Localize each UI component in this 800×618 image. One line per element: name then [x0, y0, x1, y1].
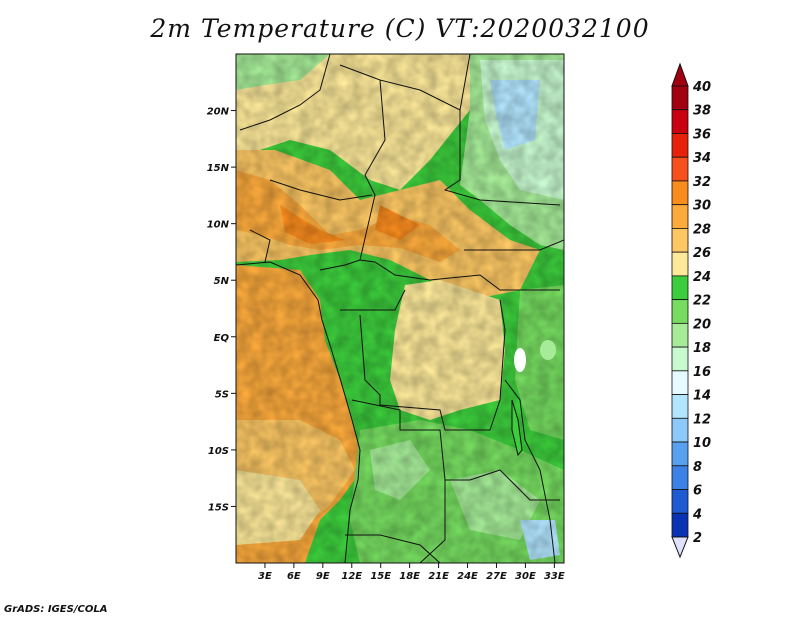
colorbar-swatch [671, 156, 689, 182]
colorbar-label: 10 [693, 436, 711, 451]
colorbar-swatch [671, 394, 689, 419]
lon-tick-label: 21E [428, 571, 449, 582]
colorbar-bottom-arrow [671, 536, 689, 559]
lake-albert [514, 348, 526, 372]
lon-tick-label: 9E [316, 571, 330, 582]
colorbar-swatch [671, 465, 689, 490]
longitude-axis: 3E 6E 9E 12E 15E 18E 21E 24E 27E 30E 33E [258, 563, 565, 582]
colorbar-swatch [671, 346, 689, 372]
lat-tick-label: 10N [207, 220, 230, 231]
border-14 [464, 239, 564, 251]
lake-victoria [540, 340, 556, 360]
lat-tick-label: 20N [207, 107, 230, 118]
border-10 [351, 399, 446, 563]
lon-tick-label: 24E [457, 571, 478, 582]
colorbar-swatch [671, 489, 689, 514]
colorbar-label: 8 [693, 460, 702, 475]
colorbar-swatch [671, 180, 689, 206]
border-4 [359, 79, 386, 261]
border-13 [504, 379, 556, 563]
colorbar-label: 40 [692, 80, 711, 95]
border-11 [445, 469, 560, 501]
lon-tick-label: 27E [486, 571, 507, 582]
colorbar-label: 16 [693, 365, 711, 380]
colorbar: 40 38 36 34 32 30 28 26 24 22 20 18 16 14 12 10 8 6 4 2 [671, 62, 711, 559]
colorbar-swatch [671, 417, 689, 443]
border-1 [239, 54, 331, 131]
lake-tanganyika [511, 399, 523, 457]
colorbar-label: 38 [693, 104, 711, 119]
colorbar-label: 20 [693, 317, 711, 332]
lon-tick-label: 3E [258, 571, 272, 582]
borders [236, 54, 564, 563]
colorbar-swatch [671, 441, 689, 467]
colorbar-label: 32 [693, 175, 711, 190]
colorbar-label: 36 [693, 127, 711, 142]
colorbar-label: 2 [693, 531, 702, 546]
colorbar-label: 18 [693, 341, 711, 356]
lon-tick-label: 15E [370, 571, 391, 582]
lon-tick-label: 30E [515, 571, 536, 582]
border-6 [249, 229, 271, 263]
colorbar-swatch [671, 370, 689, 395]
colorbar-swatch [671, 133, 689, 158]
colorbar-label: 26 [693, 246, 711, 261]
colorbar-label: 30 [693, 199, 711, 214]
colorbar-label: 6 [693, 484, 702, 499]
lat-tick-label: 15S [208, 502, 229, 513]
border-5 [269, 179, 373, 201]
colorbar-swatch [671, 204, 689, 229]
lon-tick-label: 33E [544, 571, 565, 582]
border-9 [359, 299, 506, 431]
map-frame [235, 53, 565, 564]
colorbar-label: 28 [693, 222, 711, 237]
colorbar-swatch [671, 85, 689, 111]
colorbar-swatch [671, 251, 689, 277]
grads-credit: GrADS: IGES/COLA [4, 604, 108, 615]
lat-tick-label: 5S [215, 389, 229, 400]
colorbar-swatch [671, 109, 689, 134]
lat-tick-label: 15N [207, 163, 230, 174]
colorbar-swatch [671, 299, 689, 324]
colorbar-label: 4 [692, 507, 702, 522]
colorbar-swatch [671, 228, 689, 253]
latitude-axis: 20N 15N 10N 5N EQ 5S 10S 15S [207, 107, 236, 513]
lat-tick-label: EQ [214, 333, 230, 344]
texture-overlay [236, 54, 564, 563]
chart-title: 2m Temperature (C) VT:2020032100 [150, 14, 650, 43]
colorbar-label: 12 [693, 412, 711, 427]
colorbar-swatch [671, 322, 689, 348]
colorbar-label: 24 [693, 270, 711, 285]
colorbar-label: 22 [693, 294, 711, 309]
border-12 [345, 534, 441, 563]
lon-tick-label: 18E [399, 571, 420, 582]
colorbar-swatch [671, 512, 689, 538]
coastline [236, 261, 361, 563]
lat-tick-label: 5N [214, 276, 230, 287]
border-7 [319, 259, 560, 291]
lon-tick-label: 12E [341, 571, 362, 582]
map-field [236, 54, 564, 563]
lat-tick-label: 10S [208, 446, 229, 457]
lon-tick-label: 6E [287, 571, 301, 582]
border-8 [340, 289, 406, 311]
colorbar-top-arrow [671, 62, 689, 87]
border-2 [339, 54, 471, 111]
colorbar-label: 34 [693, 151, 711, 166]
colorbar-swatch [671, 275, 689, 301]
border-3 [443, 110, 561, 206]
colorbar-label: 14 [693, 389, 711, 404]
